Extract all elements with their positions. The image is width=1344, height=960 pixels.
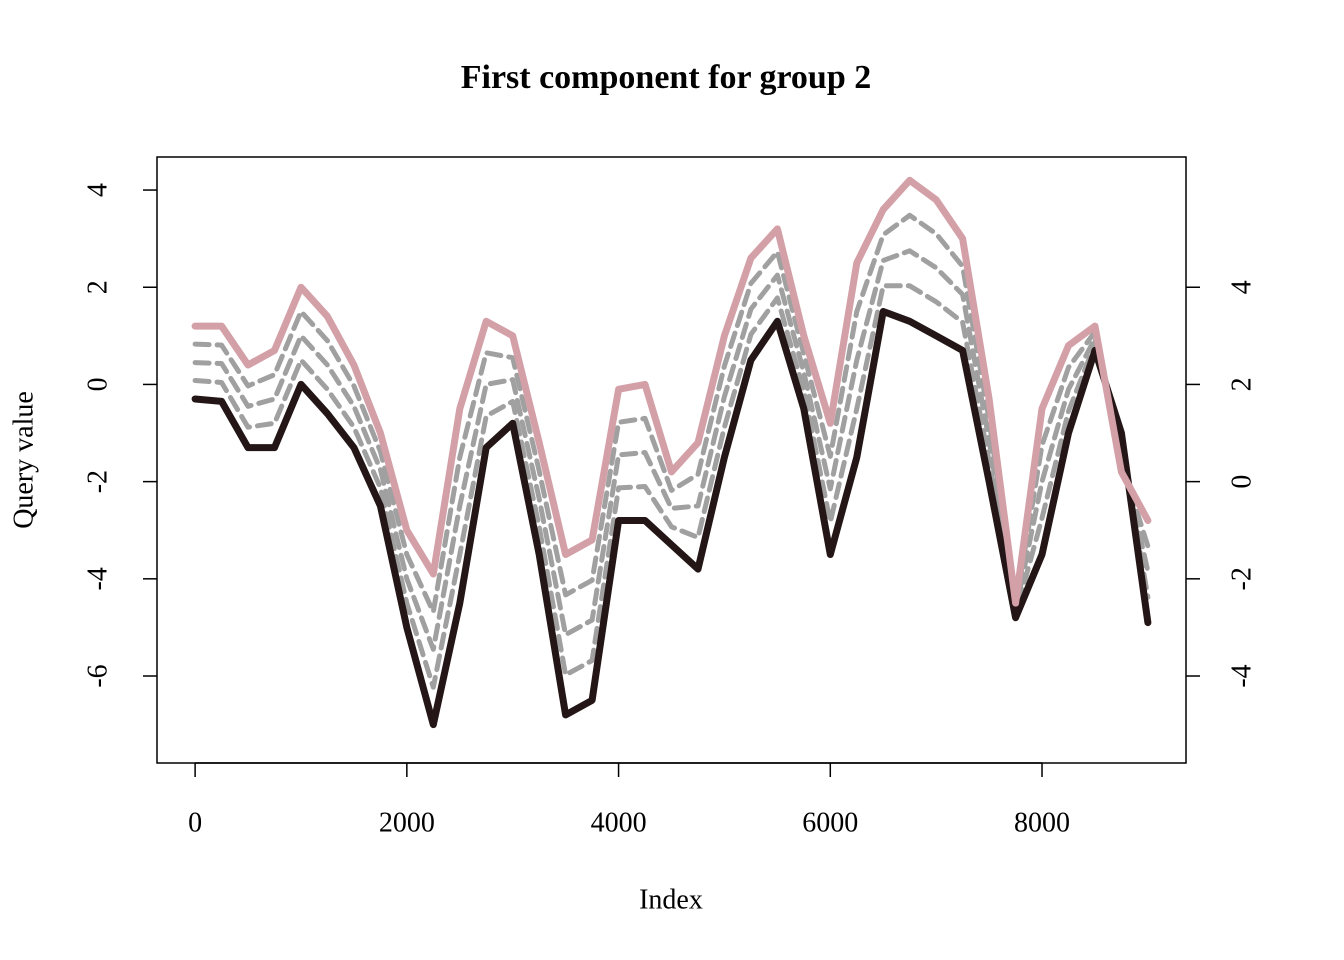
series-line — [191, 308, 1152, 729]
y-tick-label: 2 — [82, 280, 113, 294]
x-axis-label: Index — [639, 884, 703, 915]
y-tick-label: 0 — [82, 377, 113, 391]
y2-tick-label: -4 — [1226, 664, 1257, 687]
y2-tick-label: 0 — [1226, 475, 1257, 489]
x-tick-label: 4000 — [591, 807, 647, 838]
series-line — [191, 176, 1152, 607]
x-tick-label: 8000 — [1014, 807, 1070, 838]
y-axis-label: Query value — [8, 391, 39, 529]
chart-title: First component for group 2 — [461, 59, 872, 96]
y-tick-label: 4 — [82, 183, 113, 197]
series-line — [192, 248, 1151, 652]
series-line — [192, 212, 1151, 615]
y2-tick-label: 2 — [1226, 377, 1257, 391]
x-tick-label: 2000 — [379, 807, 435, 838]
y-tick-label: -2 — [82, 470, 113, 493]
x-tick-label: 0 — [188, 807, 202, 838]
series-line — [192, 283, 1151, 690]
y2-tick-label: -2 — [1226, 567, 1257, 590]
x-tick-label: 6000 — [802, 807, 858, 838]
y-tick-label: -4 — [82, 567, 113, 590]
y2-tick-label: 4 — [1226, 280, 1257, 294]
y-tick-label: -6 — [82, 664, 113, 687]
